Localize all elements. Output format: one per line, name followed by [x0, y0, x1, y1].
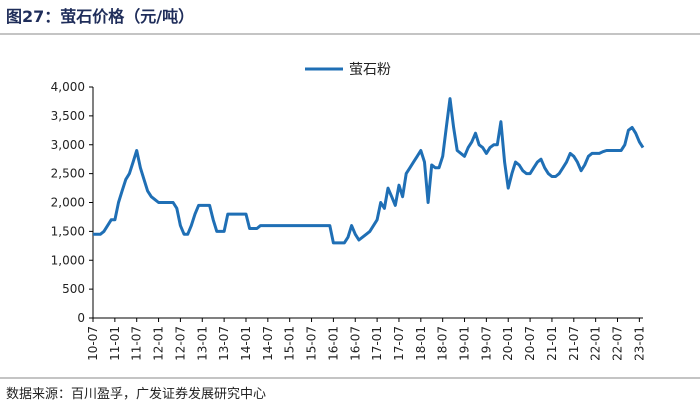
y-tick-label: 1,500	[51, 224, 85, 238]
x-tick-label: 18-07	[436, 326, 450, 361]
x-tick-label: 13-01	[195, 326, 209, 361]
y-tick-label: 3,000	[51, 138, 85, 152]
x-tick-label: 21-01	[545, 326, 559, 361]
x-tick-label: 12-01	[152, 326, 166, 361]
x-tick-label: 16-01	[326, 326, 340, 361]
x-tick-label: 15-01	[283, 326, 297, 361]
y-tick-label: 2,000	[51, 196, 85, 210]
x-tick-label: 14-01	[239, 326, 253, 361]
x-tick-label: 21-07	[567, 326, 581, 361]
x-tick-label: 22-01	[589, 326, 603, 361]
x-tick-label: 12-07	[173, 326, 187, 361]
x-tick-label: 20-01	[501, 326, 515, 361]
x-tick-label: 18-01	[414, 326, 428, 361]
y-tick-label: 1,000	[51, 253, 85, 267]
x-tick-label: 14-07	[261, 326, 275, 361]
y-tick-label: 3,500	[51, 109, 85, 123]
y-tick-label: 2,500	[51, 167, 85, 181]
x-tick-label: 17-07	[392, 326, 406, 361]
y-tick-label: 0	[77, 311, 85, 325]
x-tick-label: 20-07	[523, 326, 537, 361]
source-note: 数据来源：百川盈孚，广发证券发展研究中心	[6, 386, 266, 402]
x-tick-label: 15-07	[305, 326, 319, 361]
legend-label: 萤石粉	[349, 62, 391, 78]
x-tick-label: 22-07	[611, 326, 625, 361]
x-tick-label: 17-01	[370, 326, 384, 361]
x-tick-label: 23-01	[632, 326, 646, 361]
x-tick-label: 10-07	[86, 326, 100, 361]
x-tick-label: 11-01	[108, 326, 122, 361]
x-tick-label: 13-07	[217, 326, 231, 361]
y-tick-label: 500	[62, 282, 85, 296]
x-tick-label: 16-07	[348, 326, 362, 361]
y-tick-label: 4,000	[51, 80, 85, 94]
x-tick-label: 19-01	[458, 326, 472, 361]
x-tick-label: 11-07	[130, 326, 144, 361]
chart-title: 图27：萤石价格（元/吨）	[6, 7, 194, 26]
series-line	[93, 97, 645, 245]
x-tick-label: 19-07	[479, 326, 493, 361]
